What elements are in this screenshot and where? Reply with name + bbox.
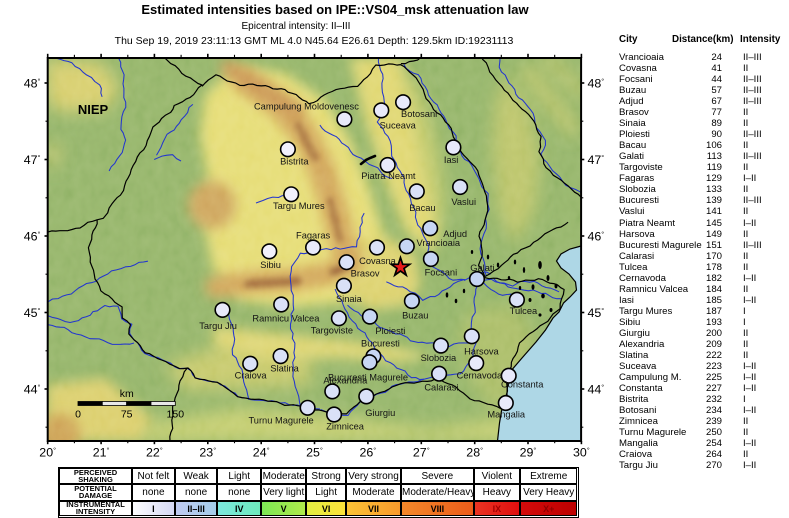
svg-text:75: 75 [121,409,133,421]
svg-text:29°: 29° [520,446,537,460]
svg-text:26°: 26° [360,446,377,460]
svg-text:46°: 46° [588,229,605,243]
svg-text:22°: 22° [146,446,163,460]
svg-text:Brasov: Brasov [351,268,380,278]
svg-text:Mangalia: Mangalia [487,410,526,420]
svg-text:Constanta: Constanta [501,380,544,390]
svg-text:47°: 47° [24,153,41,167]
svg-text:25°: 25° [306,446,323,460]
svg-text:Calarasi: Calarasi [424,382,458,392]
svg-text:Craiova: Craiova [235,370,268,380]
svg-text:Targoviste: Targoviste [311,326,353,336]
svg-text:30°: 30° [573,446,590,460]
svg-text:Piatra Neamt: Piatra Neamt [361,171,416,181]
svg-text:Bucuresti Magurele: Bucuresti Magurele [328,372,408,382]
svg-text:Cernavoda: Cernavoda [457,370,503,380]
svg-text:Slatina: Slatina [270,363,299,373]
svg-text:150: 150 [167,409,185,421]
svg-text:Botosani: Botosani [401,109,437,119]
svg-text:Alexandria: Alexandria [323,376,368,386]
svg-text:Targu Jiu: Targu Jiu [199,321,237,331]
svg-text:48°: 48° [24,76,41,90]
svg-text:Vaslui: Vaslui [451,197,476,207]
svg-text:0: 0 [75,409,81,421]
svg-text:NIEP: NIEP [78,102,109,117]
svg-text:Suceava: Suceava [380,120,417,130]
svg-text:Sibiu: Sibiu [260,260,281,270]
svg-text:Bucuresti: Bucuresti [361,338,400,348]
svg-text:20°: 20° [39,446,56,460]
svg-text:Zimnicea: Zimnicea [326,422,365,432]
svg-text:Targu Mures: Targu Mures [273,201,325,211]
svg-text:Giurgiu: Giurgiu [365,408,395,418]
svg-text:21°: 21° [93,446,110,460]
svg-text:Ploiesti: Ploiesti [375,326,405,336]
svg-text:Buzau: Buzau [402,311,428,321]
svg-text:Bacau: Bacau [409,203,435,213]
svg-text:Campulung Moldovenesc: Campulung Moldovenesc [254,101,359,111]
svg-text:Focsani: Focsani [425,268,458,278]
svg-text:Turnu Magurele: Turnu Magurele [248,415,313,425]
svg-text:Galati: Galati [470,263,494,273]
svg-text:Iasi: Iasi [444,155,458,165]
svg-text:44°: 44° [588,382,605,396]
svg-text:Slobozia: Slobozia [421,353,457,363]
svg-text:24°: 24° [253,446,270,460]
svg-text:km: km [120,388,134,400]
svg-text:Bistrita: Bistrita [280,157,309,167]
svg-text:Fagaras: Fagaras [296,231,330,241]
svg-text:48°: 48° [588,76,605,90]
svg-text:Adjud: Adjud [443,229,467,239]
svg-text:23°: 23° [199,446,216,460]
svg-text:46°: 46° [24,229,41,243]
svg-text:Ramnicu Valcea: Ramnicu Valcea [252,313,320,323]
svg-text:Tulcea: Tulcea [510,306,538,316]
svg-text:45°: 45° [588,306,605,320]
svg-text:47°: 47° [588,153,605,167]
svg-text:44°: 44° [24,382,41,396]
svg-text:28°: 28° [466,446,483,460]
svg-text:Harsova: Harsova [464,347,499,357]
svg-text:Sinaia: Sinaia [336,294,363,304]
svg-text:Vrancioaia: Vrancioaia [417,238,461,248]
svg-text:Covasna: Covasna [359,256,397,266]
svg-text:45°: 45° [24,306,41,320]
svg-text:27°: 27° [413,446,430,460]
